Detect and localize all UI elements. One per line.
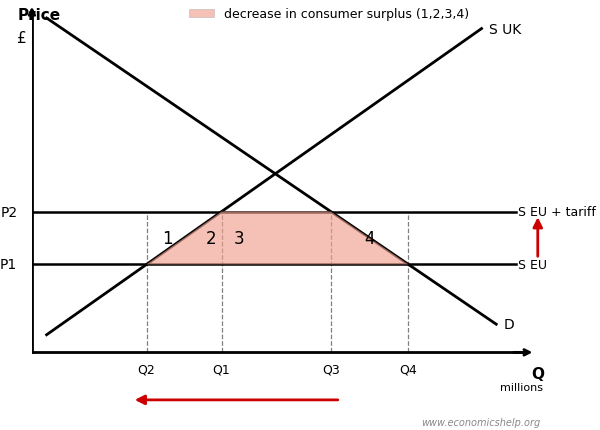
Text: £: £ bbox=[17, 31, 27, 46]
Text: D: D bbox=[503, 317, 514, 332]
Text: www.economicshelp.org: www.economicshelp.org bbox=[421, 418, 540, 427]
Text: Q: Q bbox=[531, 367, 544, 381]
Text: Q3: Q3 bbox=[322, 363, 340, 376]
Text: S EU: S EU bbox=[518, 258, 547, 271]
Legend: decrease in consumer surplus (1,2,3,4): decrease in consumer surplus (1,2,3,4) bbox=[184, 3, 475, 26]
Text: Q4: Q4 bbox=[400, 363, 417, 376]
Text: S UK: S UK bbox=[489, 22, 521, 37]
Text: Price: Price bbox=[17, 9, 61, 23]
Text: millions: millions bbox=[500, 382, 542, 392]
Text: Q1: Q1 bbox=[213, 363, 230, 376]
Text: P1: P1 bbox=[0, 258, 17, 272]
Text: P2: P2 bbox=[0, 205, 17, 219]
Text: Q2: Q2 bbox=[138, 363, 155, 376]
Text: S EU + tariff: S EU + tariff bbox=[518, 206, 596, 218]
Polygon shape bbox=[146, 212, 409, 265]
Text: 1: 1 bbox=[161, 230, 172, 247]
Text: 4: 4 bbox=[364, 230, 375, 247]
Text: 2: 2 bbox=[206, 230, 216, 247]
Text: 3: 3 bbox=[233, 230, 244, 247]
